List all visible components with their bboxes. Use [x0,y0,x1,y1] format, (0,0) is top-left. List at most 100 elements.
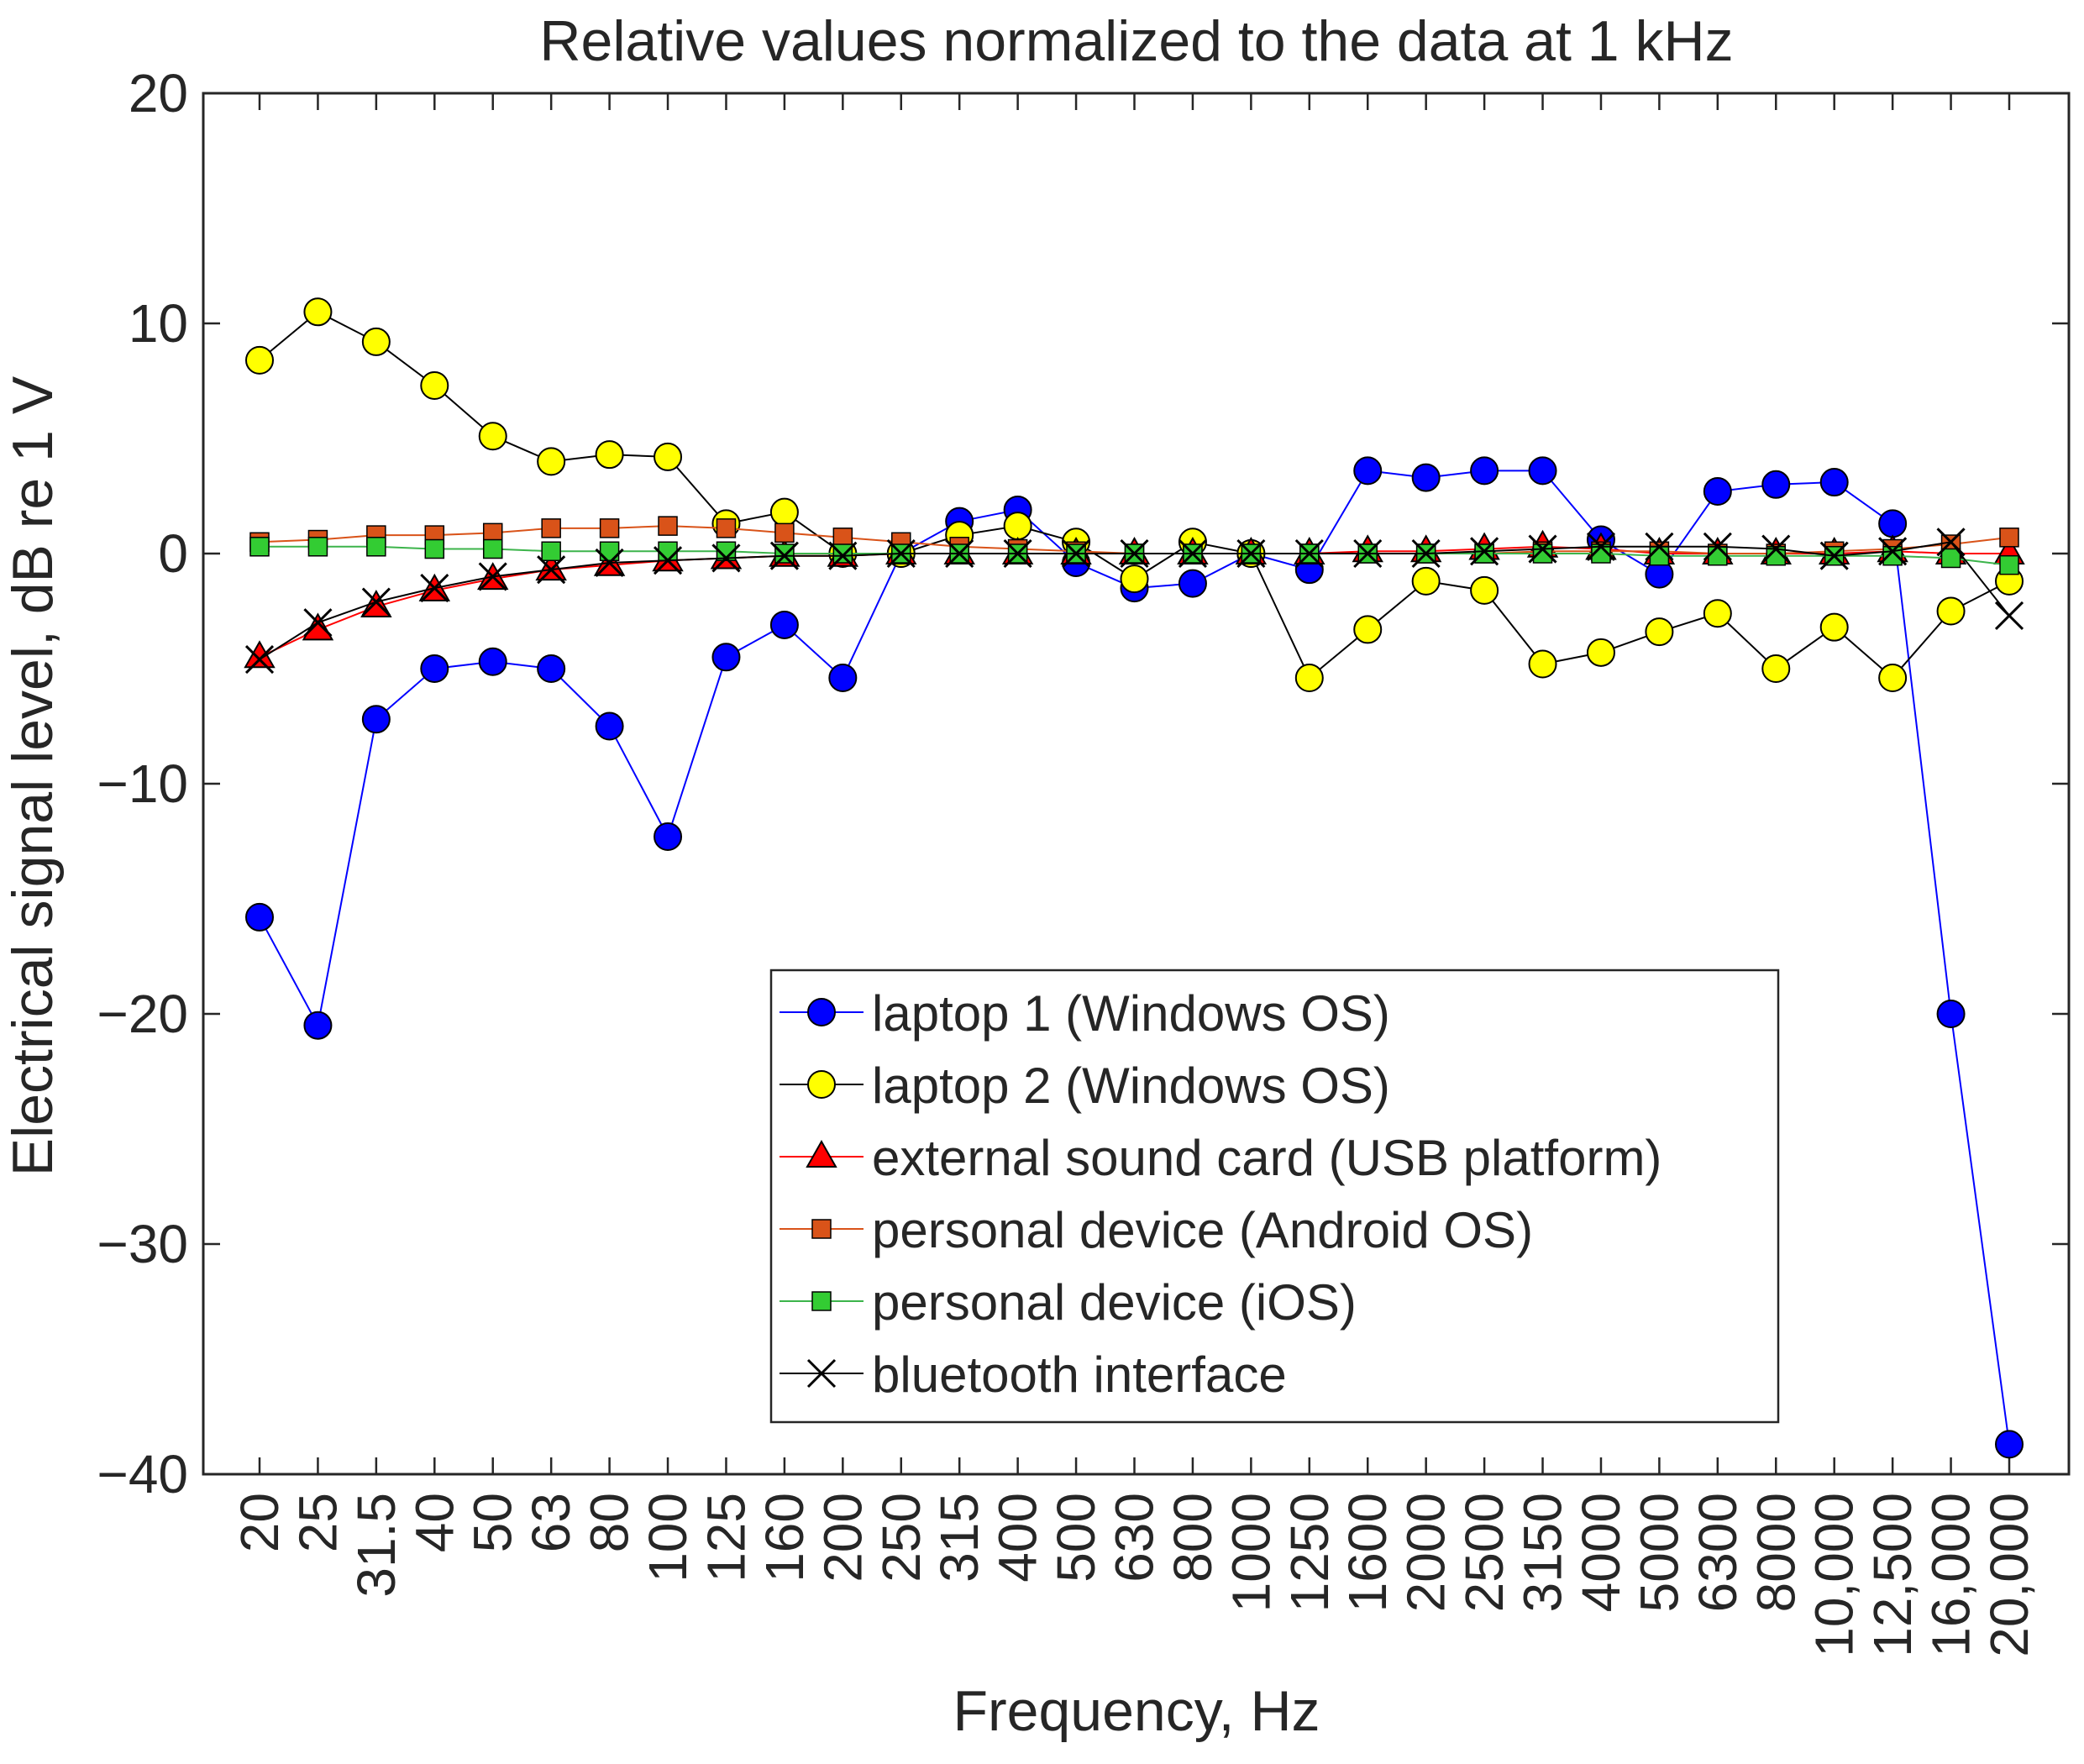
data-point [832,543,853,564]
y-axis-label: Electrical signal level, dB re 1 V [1,375,65,1176]
x-stroke [595,548,624,578]
x-stroke [1819,541,1849,570]
axes-box-layer [202,92,2071,1476]
legend-label: laptop 1 (Windows OS) [872,985,1390,1042]
data-point [1819,541,1849,570]
data-point [599,518,620,538]
x-tick-label: 20 [229,1493,290,1552]
x-tick-label: 400 [988,1493,1048,1583]
data-point [1586,532,1616,561]
y-tick-label: −10 [97,753,188,814]
data-point [711,543,741,573]
data-point [1003,512,1032,541]
data-point [1999,554,2019,575]
data-point [769,541,799,570]
x-stroke [478,562,507,591]
legend-entry: laptop 1 (Windows OS) [780,985,1390,1042]
data-point [245,345,274,375]
x-tick-label: 100 [638,1493,698,1583]
x-stroke [1411,538,1441,569]
data-point [249,537,270,557]
data-point [1178,569,1207,598]
legend-entry: personal device (iOS) [780,1274,1357,1331]
data-point [541,541,561,562]
legend-label: laptop 2 (Windows OS) [872,1058,1390,1114]
data-point [1819,612,1849,642]
legend-label: external sound card (USB platform) [872,1130,1661,1186]
y-tick-label: −30 [97,1214,188,1274]
x-stroke [1353,538,1383,569]
series-layer [244,297,2025,1459]
data-point [658,516,678,536]
x-stroke [1703,532,1732,561]
data-point [1878,663,1908,692]
x-tick-label: 2500 [1454,1493,1514,1612]
x-tick-label: 1000 [1220,1493,1281,1612]
data-point [1178,538,1207,569]
x-stroke [1761,534,1791,564]
data-point [1062,538,1091,569]
x-stroke [769,541,799,570]
data-point [245,902,274,932]
data-point [1470,537,1499,566]
x-stroke [1062,538,1091,569]
data-point [1586,638,1615,667]
axes-layer: 20100−10−20−30−40202531.5405063801001251… [97,63,2069,1657]
data-point [303,608,333,638]
legend-entry: external sound card (USB platform) [780,1130,1661,1186]
x-stroke [945,538,974,569]
y-tick-label: 20 [129,63,188,123]
data-point [1703,599,1732,628]
data-point [886,538,916,569]
chart-title: Relative values normalized to the data a… [539,9,1733,73]
data-point [1528,456,1557,486]
x-tick-label: 6300 [1688,1493,1748,1612]
legend-entry: bluetooth interface [780,1347,1287,1403]
x-tick-label: 40 [404,1493,465,1552]
data-point [424,538,445,559]
legend-marker [811,1291,832,1311]
legend-marker [806,1139,837,1168]
data-point [1878,537,1908,566]
data-point [1470,575,1499,605]
data-point [1532,543,1553,564]
data-point [420,574,449,603]
data-point [828,541,858,570]
x-tick-label: 31.5 [346,1493,407,1598]
data-point [541,518,561,538]
x-stroke [1236,538,1266,569]
x-stroke [303,608,333,638]
x-stroke [1645,532,1674,561]
data-point [1994,601,2024,631]
data-point [361,705,391,734]
data-point [595,548,624,578]
data-point [1936,1000,1966,1028]
x-tick-label: 3150 [1513,1493,1573,1612]
y-tick-label: 10 [129,293,188,354]
data-point [478,422,507,451]
data-point [1995,1430,2024,1459]
plot-area-border [202,92,2071,1476]
data-point [1120,564,1149,594]
data-point [1708,545,1728,566]
y-tick-label: −40 [97,1444,188,1504]
data-point [1645,617,1674,647]
x-tick-label: 5000 [1629,1493,1689,1612]
x-tick-label: 2000 [1396,1493,1457,1612]
x-stroke [1470,537,1499,566]
data-point [1703,532,1732,561]
data-point [478,562,507,591]
data-point [716,518,737,538]
x-tick-label: 16,000 [1921,1493,1982,1657]
x-tick-label: 800 [1163,1493,1223,1583]
data-point [654,442,683,471]
data-point [716,541,737,562]
x-tick-label: 8000 [1745,1493,1806,1612]
x-stroke [1586,532,1616,561]
x-stroke [1528,534,1557,564]
x-tick-label: 12,500 [1862,1493,1923,1657]
data-point [945,538,974,569]
data-point [774,522,795,543]
